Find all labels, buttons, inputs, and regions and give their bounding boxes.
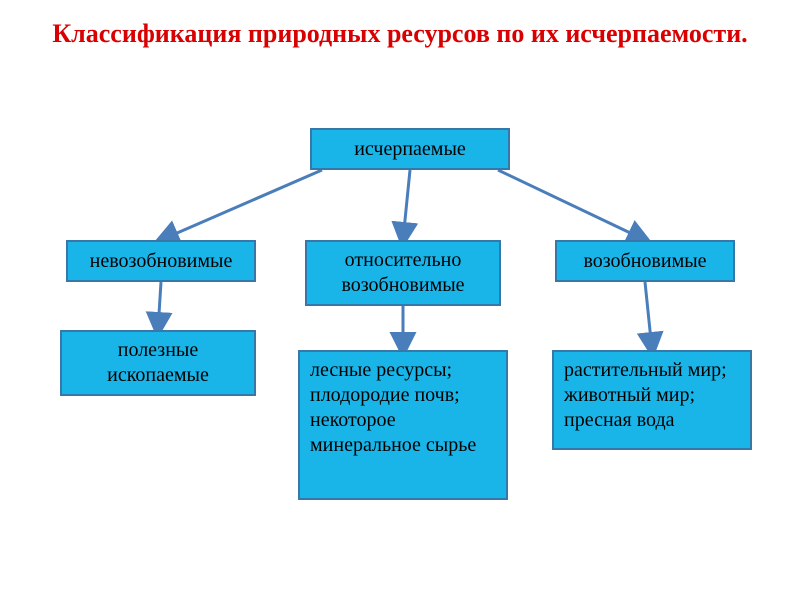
node-mid2: лесные ресурсы; плодородие почв; некотор…: [298, 350, 508, 500]
node-right2: растительный мир; животный мир; пресная …: [552, 350, 752, 450]
edge-root-mid1: [403, 170, 410, 240]
page-title: Классификация природных ресурсов по их и…: [0, 0, 800, 51]
node-root: исчерпаемые: [310, 128, 510, 170]
edge-root-right1: [498, 170, 645, 240]
node-right1: возобновимые: [555, 240, 735, 282]
edge-left1-left2: [158, 282, 161, 330]
edge-right1-right2: [645, 282, 652, 350]
edge-root-left1: [161, 170, 322, 240]
node-mid1: относительно возобновимые: [305, 240, 501, 306]
node-left1: невозобновимые: [66, 240, 256, 282]
node-left2: полезные ископаемые: [60, 330, 256, 396]
